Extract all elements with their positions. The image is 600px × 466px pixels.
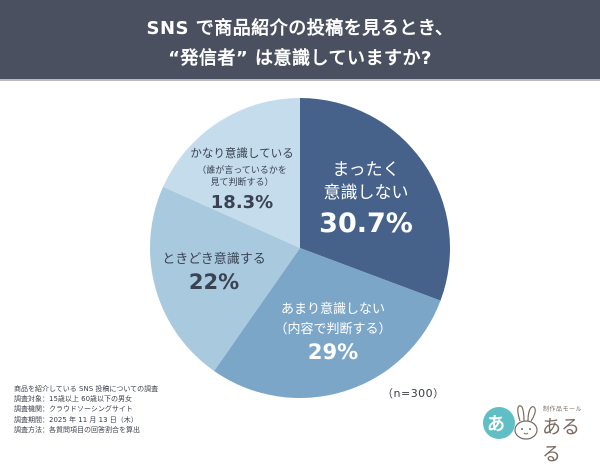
rabbit-icon <box>514 405 538 440</box>
sample-size: （n=300） <box>382 387 445 400</box>
label-very-aware-line3: 見て判断する） <box>210 178 274 188</box>
logo-glyph: あ <box>487 414 505 435</box>
title-banner: SNS で商品紹介の投稿を見るとき、 “発信者” は意識していますか? <box>0 0 600 81</box>
notes-agency: 調査機関：クラウドソーシングサイト <box>14 405 133 414</box>
label-very-aware-line2: （誰が言っているかを <box>197 166 287 176</box>
pct-rarely-aware: 29% <box>307 340 359 364</box>
label-sometimes-aware: ときどき意識する <box>162 252 266 267</box>
notes-method: 調査方法：各質問項目の回答割合を算出 <box>14 425 140 434</box>
label-not-aware-line1: まったく <box>332 160 400 180</box>
logo-brand-name: あるる <box>542 416 581 465</box>
pie-chart <box>149 98 451 399</box>
logo-subtitle: 制作品モール <box>543 406 583 413</box>
notes-target: 調査対象：15歳以上 60歳以下の男女 <box>14 395 133 404</box>
label-rarely-aware-line1: あまり意識しない <box>280 302 386 317</box>
slice-rarely-aware <box>214 248 441 399</box>
label-rarely-aware-line2: （内容で判断する） <box>274 322 392 337</box>
brand-logo: あ 制作品モール あるる <box>480 395 595 465</box>
survey-notes: 商品を紹介している SNS 投稿についての調査 調査対象：15歳以上 60歳以下… <box>14 384 158 435</box>
logo-circle <box>483 407 515 439</box>
slice-sometimes-aware <box>149 186 300 371</box>
label-not-aware-line2: 意識しない <box>323 183 409 203</box>
slice-very-aware <box>163 98 300 248</box>
title-line-2: “発信者” は意識していますか? <box>168 48 432 69</box>
label-very-aware-line1: かなり意識している <box>190 146 294 160</box>
notes-period: 調査期間：2025 年 11 月 13 日（木） <box>14 415 138 424</box>
slice-not-aware <box>300 98 451 301</box>
pct-not-aware: 30.7% <box>319 208 413 239</box>
notes-title: 商品を紹介している SNS 投稿についての調査 <box>14 385 159 393</box>
pct-very-aware: 18.3% <box>210 192 274 213</box>
title-line-1: SNS で商品紹介の投稿を見るとき、 <box>146 18 454 39</box>
pct-sometimes-aware: 22% <box>188 270 240 294</box>
